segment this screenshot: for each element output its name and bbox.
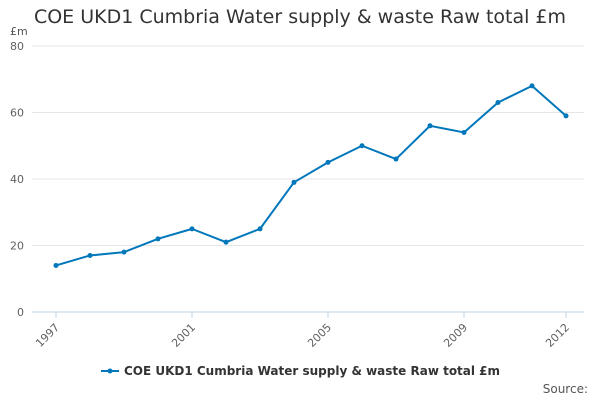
axes xyxy=(32,311,584,318)
y-tick-label: 60 xyxy=(10,107,24,120)
gridlines xyxy=(32,45,584,246)
data-point[interactable] xyxy=(87,252,93,258)
x-tick-label: 2012 xyxy=(543,321,572,350)
data-point[interactable] xyxy=(223,239,229,245)
legend[interactable]: COE UKD1 Cumbria Water supply & waste Ra… xyxy=(0,364,600,378)
data-point[interactable] xyxy=(257,226,263,232)
data-point[interactable] xyxy=(563,113,569,119)
chart-title: COE UKD1 Cumbria Water supply & waste Ra… xyxy=(33,6,567,28)
data-point[interactable] xyxy=(393,156,399,162)
data-point[interactable] xyxy=(53,262,59,268)
data-point[interactable] xyxy=(495,100,501,106)
data-point[interactable] xyxy=(529,83,535,89)
x-tick-label: 1997 xyxy=(33,321,62,350)
x-tick-label: 2009 xyxy=(441,321,470,350)
y-tick-label: 40 xyxy=(10,173,24,186)
y-tick-label: 80 xyxy=(10,40,24,53)
y-tick-label: 20 xyxy=(10,240,24,253)
data-point[interactable] xyxy=(189,226,195,232)
y-tick-label: 0 xyxy=(17,306,24,319)
legend-series-symbol xyxy=(100,368,119,374)
y-axis-label: £m xyxy=(10,25,28,38)
source-label: Source: xyxy=(542,382,588,396)
series-layer xyxy=(53,83,569,268)
data-point[interactable] xyxy=(461,129,467,135)
data-point[interactable] xyxy=(359,143,365,149)
data-point[interactable] xyxy=(291,179,297,185)
x-tick-label: 2001 xyxy=(169,321,198,350)
data-point[interactable] xyxy=(155,236,161,242)
x-axis-tick-labels: 1997 2001 2005 2009 2012 xyxy=(33,321,572,350)
legend-series-label: COE UKD1 Cumbria Water supply & waste Ra… xyxy=(123,364,501,378)
y-axis-tick-labels: 0 20 40 60 80 xyxy=(10,40,24,319)
data-point[interactable] xyxy=(427,123,433,129)
x-tick-label: 2005 xyxy=(305,321,334,350)
series-line xyxy=(55,84,567,267)
data-point[interactable] xyxy=(325,159,331,165)
data-point[interactable] xyxy=(121,249,127,255)
